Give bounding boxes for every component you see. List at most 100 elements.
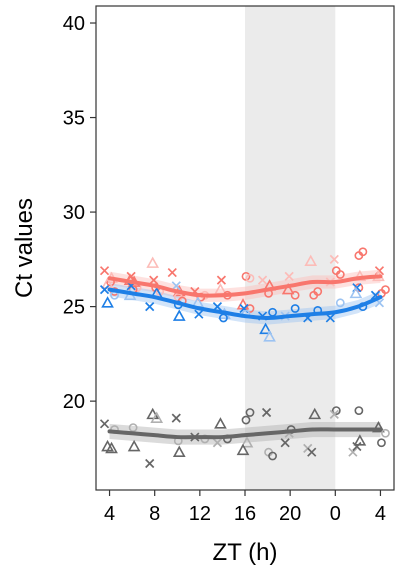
cross-stroke <box>239 303 249 314</box>
y-axis-title: Ct values <box>11 198 38 298</box>
data-point-circle <box>335 298 345 308</box>
shaded-region <box>245 6 336 490</box>
trend-line <box>107 427 383 440</box>
x-tick-label: 4 <box>375 503 386 525</box>
cross-stroke <box>99 284 110 295</box>
data-point-circle <box>128 423 138 433</box>
data-point-cross <box>145 458 155 469</box>
data-point-cross <box>329 254 339 264</box>
y-tick-label: 35 <box>63 108 85 130</box>
cross-stroke <box>171 281 181 291</box>
x-tick-label: 8 <box>149 503 160 525</box>
x-axis-title: ZT (h) <box>213 539 278 566</box>
cross-stroke <box>145 458 155 469</box>
data-point-circle <box>381 428 390 438</box>
y-tick-label: 25 <box>63 297 85 319</box>
data-point-triangle <box>372 420 385 433</box>
data-point-triangle <box>349 286 363 299</box>
y-tick-label: 40 <box>63 13 85 35</box>
data-point-cross <box>171 281 181 291</box>
data-point-cross <box>145 302 155 312</box>
data-point-triangle <box>101 296 114 308</box>
data-point-circle <box>268 451 277 461</box>
data-point-circle <box>290 304 300 313</box>
dark-phase-shading <box>245 6 336 490</box>
data-point-cross <box>99 419 110 429</box>
data-point-circle <box>354 283 364 293</box>
data-point-cross <box>284 271 294 281</box>
data-point-cross <box>194 309 204 319</box>
cross-stroke <box>212 438 223 448</box>
data-point-triangle <box>236 443 250 456</box>
data-point-circle <box>331 406 341 415</box>
x-tick-label: 0 <box>330 503 341 525</box>
data-point-cross <box>257 275 268 285</box>
cross-stroke <box>284 271 294 281</box>
cross-stroke <box>370 290 381 300</box>
cross-stroke <box>216 275 227 285</box>
data-point-triangle <box>146 407 160 420</box>
y-tick-label: 30 <box>63 202 85 224</box>
data-point-triangle <box>263 330 276 342</box>
cross-stroke <box>280 438 290 448</box>
data-point-cross <box>171 413 181 423</box>
data-point-cross <box>261 407 272 418</box>
data-point-cross <box>216 275 227 285</box>
data-point-circle <box>377 438 386 448</box>
cross-stroke <box>325 313 335 323</box>
data-point-circle <box>245 273 255 283</box>
cross-stroke <box>99 266 110 276</box>
data-point-triangle <box>150 411 164 423</box>
trend-lines <box>107 274 383 440</box>
cross-stroke <box>171 413 181 423</box>
data-point-triangle <box>353 434 367 446</box>
cross-stroke <box>261 407 272 418</box>
cross-stroke <box>149 275 159 285</box>
cross-stroke <box>194 309 204 319</box>
data-point-triangle <box>146 256 160 268</box>
data-point-cross <box>325 313 335 323</box>
y-axis: 20 25 30 35 40 <box>63 13 96 413</box>
data-point-triangle <box>172 445 186 457</box>
x-tick-label: 12 <box>189 503 211 525</box>
x-tick-label: 20 <box>279 503 301 525</box>
data-point-triangle <box>101 277 114 289</box>
trend-line <box>107 274 383 298</box>
x-tick-label: 16 <box>234 503 256 525</box>
data-point-cross <box>212 438 223 448</box>
data-point-circle <box>309 290 319 300</box>
data-point-cross <box>329 409 339 419</box>
data-point-circle <box>290 290 300 300</box>
data-point-triangle <box>127 439 141 452</box>
data-point-cross <box>99 284 110 295</box>
data-point-cross <box>167 267 177 278</box>
data-point-cross <box>149 275 159 285</box>
data-point-circle <box>335 270 345 279</box>
data-point-circle <box>354 251 364 260</box>
data-point-cross <box>99 266 110 276</box>
cross-stroke <box>307 447 317 457</box>
cross-stroke <box>167 267 177 278</box>
x-tick-label: 4 <box>104 503 115 525</box>
cross-stroke <box>329 409 339 419</box>
data-point-cross <box>352 441 362 452</box>
data-point-circle <box>245 408 255 417</box>
x-axis: 4 8 12 16 20 0 4 <box>104 490 386 525</box>
data-point-cross <box>280 438 290 448</box>
cross-stroke <box>329 254 339 264</box>
cross-stroke <box>348 447 358 457</box>
data-point-circle <box>245 304 255 313</box>
cross-stroke <box>352 441 362 452</box>
data-point-triangle <box>281 282 295 295</box>
cross-stroke <box>99 419 110 429</box>
data-point-cross <box>348 447 358 457</box>
data-point-circle <box>354 406 364 415</box>
data-point-cross <box>307 447 317 457</box>
data-point-triangle <box>304 254 318 267</box>
cross-stroke <box>257 275 268 285</box>
trend-line <box>107 287 383 320</box>
data-point-triangle <box>240 436 254 448</box>
data-point-triangle <box>105 441 118 454</box>
data-point-triangle <box>308 407 322 420</box>
